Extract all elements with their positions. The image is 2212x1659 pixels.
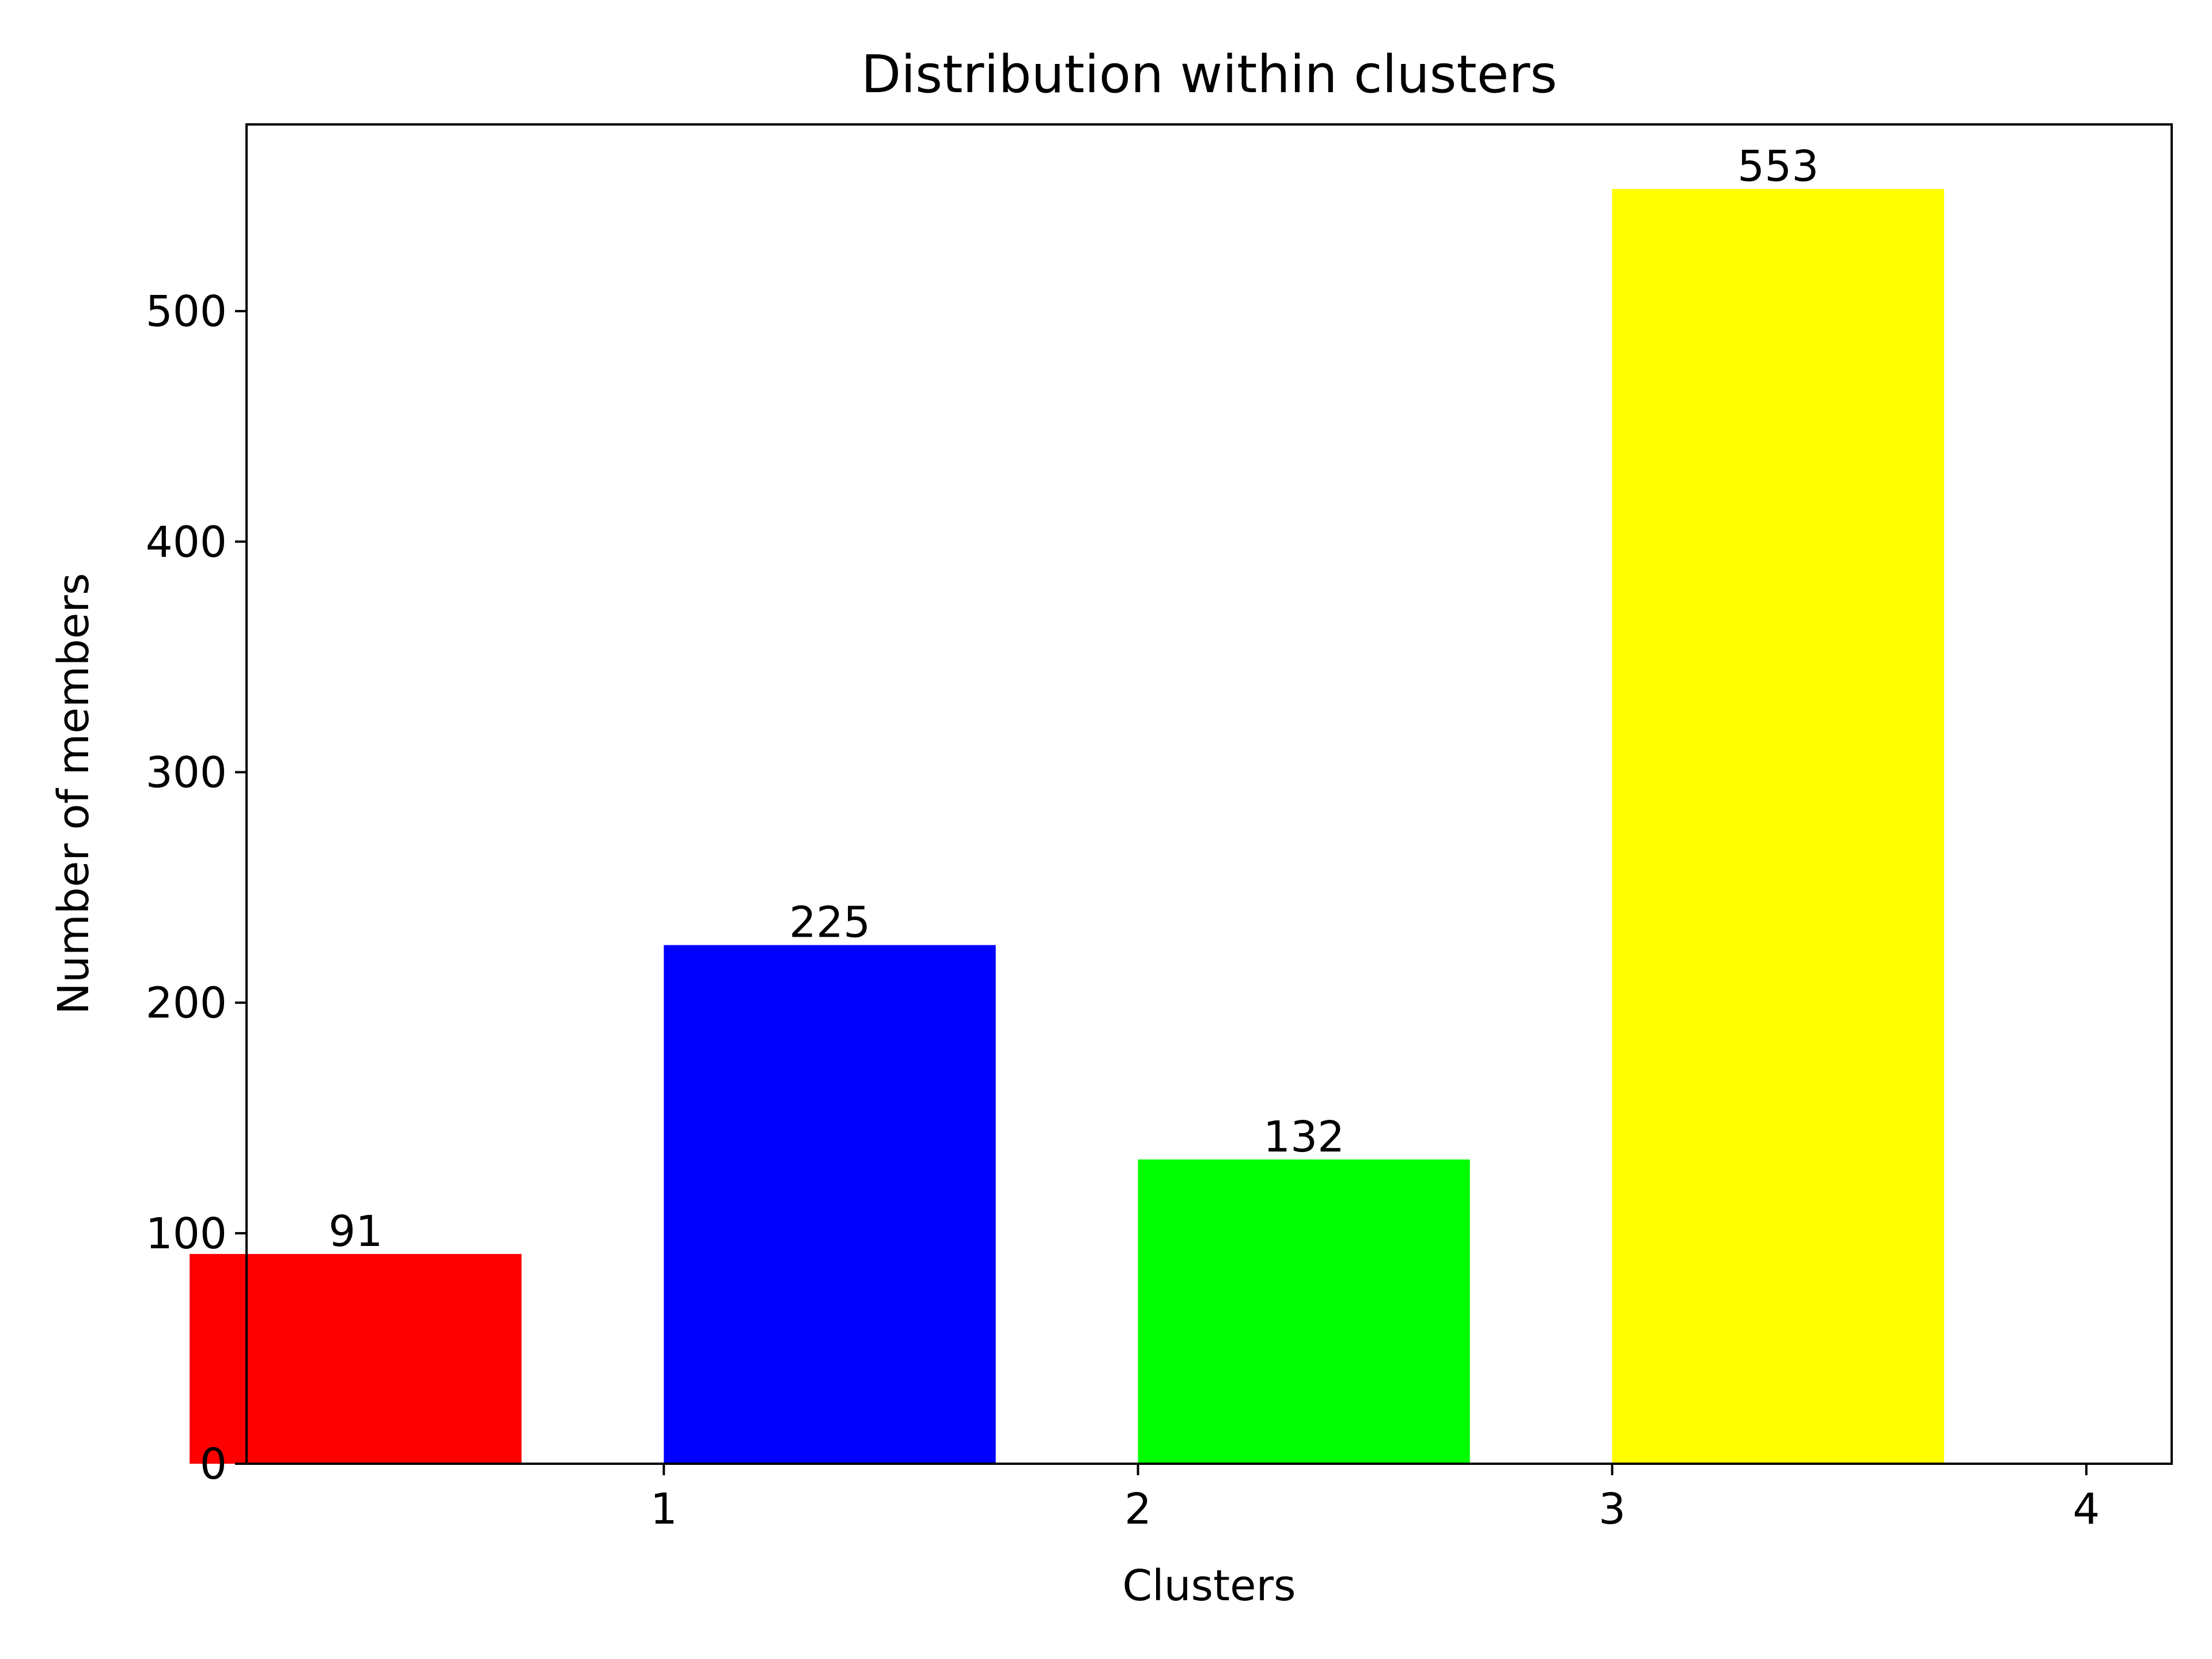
data-label: 225 <box>789 898 870 948</box>
bar-cluster-1 <box>190 1253 522 1464</box>
data-label: 91 <box>328 1207 382 1256</box>
x-tick-label: 3 <box>1599 1484 1626 1534</box>
data-label: 553 <box>1737 142 1819 191</box>
y-tick-label: 400 <box>146 517 227 567</box>
y-axis-ticks: 0 100 200 300 400 500 <box>146 287 247 1489</box>
x-tick-label: 2 <box>1124 1484 1152 1534</box>
x-tick-label: 4 <box>2073 1484 2100 1534</box>
y-tick-label: 200 <box>146 979 227 1028</box>
y-tick-label: 100 <box>146 1209 227 1259</box>
data-labels-layer: 91 225 132 553 <box>328 142 1819 1256</box>
chart-title: Distribution within clusters <box>861 44 1557 105</box>
bar-cluster-3 <box>1138 1159 1470 1464</box>
y-axis-label: Number of members <box>49 573 99 1015</box>
bar-cluster-4 <box>1612 189 1944 1464</box>
y-tick-label: 500 <box>146 287 227 336</box>
bars-layer <box>190 189 1944 1464</box>
y-tick-label: 0 <box>200 1440 227 1489</box>
y-tick-label: 300 <box>146 748 227 797</box>
x-tick-label: 1 <box>650 1484 677 1534</box>
x-axis-ticks: 1 2 3 4 <box>650 1464 2100 1534</box>
data-label: 132 <box>1263 1112 1344 1162</box>
bar-cluster-2 <box>664 945 996 1464</box>
x-axis-label: Clusters <box>1122 1561 1296 1611</box>
plot-area-frame <box>245 123 2173 1465</box>
